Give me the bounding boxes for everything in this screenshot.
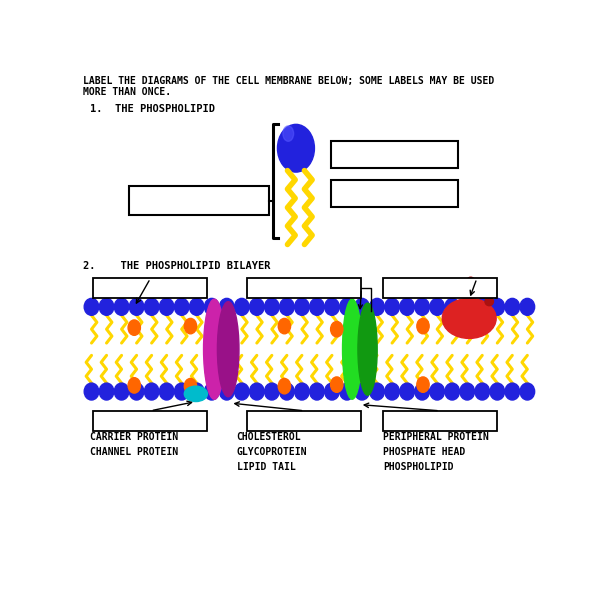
Ellipse shape — [325, 298, 339, 316]
Ellipse shape — [145, 298, 159, 316]
Ellipse shape — [203, 299, 225, 399]
Ellipse shape — [490, 298, 505, 316]
Ellipse shape — [235, 383, 249, 400]
Ellipse shape — [415, 298, 430, 316]
Ellipse shape — [449, 290, 458, 298]
Ellipse shape — [460, 298, 475, 316]
Ellipse shape — [340, 298, 355, 316]
Ellipse shape — [250, 383, 264, 400]
Ellipse shape — [190, 298, 204, 316]
Ellipse shape — [128, 377, 140, 393]
Bar — [331, 141, 458, 168]
Text: PERIPHERAL PROTEIN
PHOSPHATE HEAD
PHOSPHOLIPID: PERIPHERAL PROTEIN PHOSPHATE HEAD PHOSPH… — [383, 433, 489, 472]
Bar — [129, 186, 269, 215]
Ellipse shape — [265, 383, 279, 400]
Ellipse shape — [310, 298, 324, 316]
Ellipse shape — [505, 383, 520, 400]
Ellipse shape — [205, 298, 219, 316]
Ellipse shape — [370, 298, 385, 316]
Ellipse shape — [84, 298, 99, 316]
Ellipse shape — [457, 282, 466, 290]
Ellipse shape — [277, 124, 314, 172]
Ellipse shape — [325, 383, 339, 400]
Bar — [94, 278, 208, 298]
Text: 2.    THE PHOSPHOLIPID BILAYER: 2. THE PHOSPHOLIPID BILAYER — [83, 260, 270, 271]
Ellipse shape — [295, 298, 309, 316]
Ellipse shape — [520, 298, 535, 316]
Bar — [331, 180, 458, 207]
Ellipse shape — [184, 379, 197, 394]
Ellipse shape — [331, 322, 343, 337]
Ellipse shape — [358, 303, 377, 395]
Ellipse shape — [295, 383, 309, 400]
Ellipse shape — [184, 319, 197, 334]
Text: CARRIER PROTEIN
CHANNEL PROTEIN: CARRIER PROTEIN CHANNEL PROTEIN — [91, 433, 178, 457]
Ellipse shape — [99, 298, 114, 316]
Ellipse shape — [415, 383, 430, 400]
Ellipse shape — [370, 383, 385, 400]
Ellipse shape — [190, 383, 204, 400]
Ellipse shape — [84, 383, 99, 400]
Text: CHOLESTEROL
GLYCOPROTEIN
LIPID TAIL: CHOLESTEROL GLYCOPROTEIN LIPID TAIL — [236, 433, 307, 472]
Text: 1.  THE PHOSPHOLIPID: 1. THE PHOSPHOLIPID — [91, 104, 215, 115]
Ellipse shape — [505, 298, 520, 316]
Ellipse shape — [467, 277, 475, 286]
Ellipse shape — [175, 298, 189, 316]
Ellipse shape — [310, 383, 324, 400]
Bar — [247, 411, 361, 431]
Bar — [247, 278, 361, 298]
Ellipse shape — [99, 383, 114, 400]
Ellipse shape — [114, 298, 129, 316]
Ellipse shape — [128, 320, 140, 335]
Ellipse shape — [184, 386, 208, 401]
Ellipse shape — [417, 319, 429, 334]
Ellipse shape — [280, 383, 294, 400]
Ellipse shape — [445, 383, 460, 400]
Ellipse shape — [220, 383, 234, 400]
Bar — [94, 411, 208, 431]
Ellipse shape — [235, 298, 249, 316]
Ellipse shape — [331, 377, 343, 392]
Ellipse shape — [278, 379, 290, 394]
Ellipse shape — [474, 282, 482, 290]
Ellipse shape — [278, 319, 290, 334]
Ellipse shape — [145, 383, 159, 400]
Ellipse shape — [280, 298, 294, 316]
Ellipse shape — [417, 377, 429, 392]
Bar — [383, 278, 497, 298]
Ellipse shape — [175, 383, 189, 400]
Ellipse shape — [114, 383, 129, 400]
Ellipse shape — [250, 298, 264, 316]
Ellipse shape — [430, 383, 445, 400]
Ellipse shape — [475, 383, 490, 400]
Ellipse shape — [129, 383, 144, 400]
Ellipse shape — [205, 383, 219, 400]
Ellipse shape — [385, 298, 400, 316]
Ellipse shape — [481, 290, 489, 298]
Ellipse shape — [475, 298, 490, 316]
Ellipse shape — [385, 383, 400, 400]
Ellipse shape — [160, 298, 174, 316]
Ellipse shape — [400, 383, 415, 400]
Ellipse shape — [460, 383, 475, 400]
Ellipse shape — [355, 383, 370, 400]
Ellipse shape — [283, 126, 293, 141]
Ellipse shape — [220, 298, 234, 316]
Ellipse shape — [445, 298, 460, 316]
Ellipse shape — [343, 299, 362, 399]
Ellipse shape — [442, 298, 496, 338]
Ellipse shape — [430, 298, 445, 316]
Ellipse shape — [490, 383, 505, 400]
Ellipse shape — [160, 383, 174, 400]
Text: LABEL THE DIAGRAMS OF THE CELL MEMBRANE BELOW; SOME LABELS MAY BE USED
MORE THAN: LABEL THE DIAGRAMS OF THE CELL MEMBRANE … — [83, 76, 494, 97]
Ellipse shape — [400, 298, 415, 316]
Ellipse shape — [217, 302, 239, 397]
Ellipse shape — [520, 383, 535, 400]
Ellipse shape — [340, 383, 355, 400]
Ellipse shape — [355, 298, 370, 316]
Ellipse shape — [265, 298, 279, 316]
Ellipse shape — [485, 297, 493, 305]
Ellipse shape — [129, 298, 144, 316]
Bar — [383, 411, 497, 431]
